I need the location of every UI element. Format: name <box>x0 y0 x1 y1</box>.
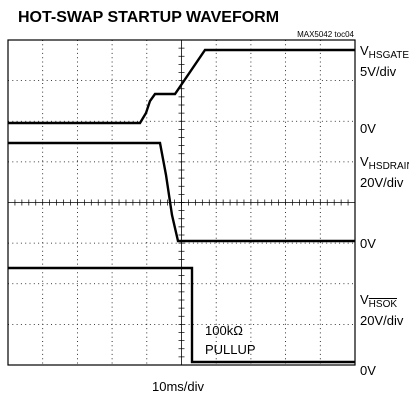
title: HOT-SWAP STARTUP WAVEFORM <box>18 9 279 26</box>
figure-id: MAX5042 toc04 <box>297 30 354 39</box>
channel-scale: 20V/div <box>360 313 404 328</box>
label-prefix: V <box>360 43 369 58</box>
zero-label: 0V <box>360 121 376 136</box>
channel-label: VHSGATE <box>360 43 409 61</box>
channel-scale: 20V/div <box>360 175 404 190</box>
channel-scale: 5V/div <box>360 64 397 79</box>
grid <box>8 40 355 365</box>
label-prefix: V <box>360 292 369 307</box>
timebase: 10ms/div <box>152 379 205 394</box>
annotation: PULLUP <box>205 342 256 357</box>
channel-label: VHSOK <box>360 292 397 310</box>
drain-trace <box>8 141 355 243</box>
frame <box>7 39 356 366</box>
label-name: HSGATE <box>369 50 409 61</box>
annotation: 100kΩ <box>205 323 243 338</box>
label-name: HSDRAIN <box>369 161 409 172</box>
label-prefix: V <box>360 154 369 169</box>
zero-label: 0V <box>360 363 376 378</box>
zero-label: 0V <box>360 236 376 251</box>
label-name: HSOK <box>369 299 398 310</box>
hsok-trace <box>8 266 355 364</box>
channel-label: VHSDRAIN <box>360 154 409 172</box>
gate-trace <box>8 48 355 125</box>
